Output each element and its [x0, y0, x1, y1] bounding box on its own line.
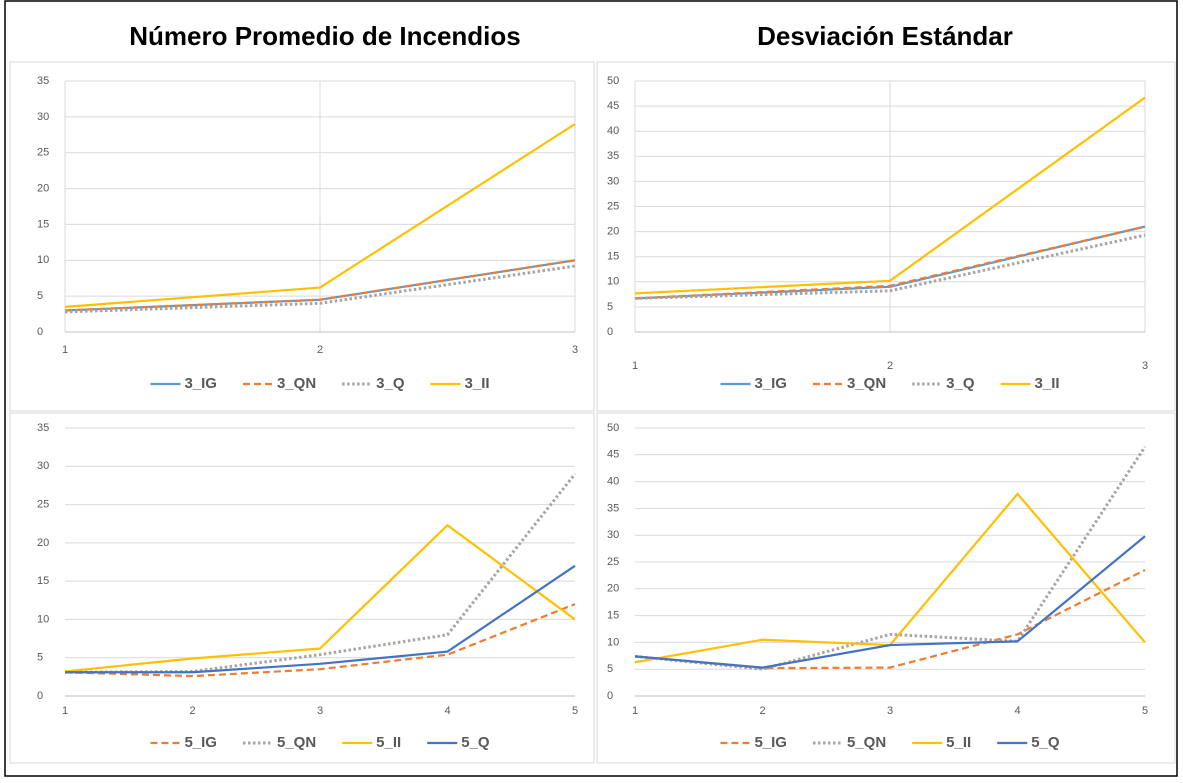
x-tick-label: 2	[189, 705, 195, 717]
y-tick-label: 35	[607, 502, 619, 514]
y-tick-label: 40	[607, 125, 619, 137]
series-line	[634, 569, 1146, 670]
x-tick-label: 4	[1014, 705, 1020, 717]
series-line	[64, 123, 576, 308]
x-tick-label: 3	[572, 344, 578, 356]
y-tick-label: 25	[37, 498, 49, 510]
series-line	[634, 96, 1146, 295]
y-tick-label: 35	[37, 75, 49, 87]
series-line	[64, 259, 576, 312]
panel	[596, 412, 1176, 764]
y-tick-label: 20	[37, 537, 49, 549]
y-tick-label: 50	[607, 422, 619, 434]
y-tick-label: 25	[37, 147, 49, 159]
y-tick-label: 15	[37, 575, 49, 587]
y-tick-label: 25	[607, 556, 619, 568]
y-tick-label: 35	[37, 422, 49, 434]
y-tick-label: 10	[607, 276, 619, 288]
y-tick-label: 30	[37, 111, 49, 123]
y-tick-label: 30	[607, 175, 619, 187]
y-tick-label: 40	[607, 476, 619, 488]
legend-label: 3_QN	[277, 375, 316, 392]
legend-label: 5_II	[946, 734, 971, 751]
panel	[9, 61, 595, 412]
y-tick-label: 20	[37, 182, 49, 194]
y-tick-label: 0	[37, 326, 43, 338]
legend-label: 5_Q	[461, 734, 490, 751]
y-tick-label: 0	[37, 690, 43, 702]
y-tick-label: 5	[607, 301, 613, 313]
y-tick-label: 10	[37, 254, 49, 266]
column-title: Número Promedio de Incendios	[129, 21, 521, 51]
legend-label: 3_Q	[376, 375, 405, 392]
panel	[596, 61, 1176, 412]
x-tick-label: 1	[632, 360, 638, 372]
y-tick-label: 5	[37, 290, 43, 302]
legend-label: 5_Q	[1031, 734, 1060, 751]
panel	[9, 412, 595, 764]
y-tick-label: 10	[37, 613, 49, 625]
x-tick-label: 1	[62, 344, 68, 356]
series-line	[634, 233, 1146, 300]
y-tick-label: 20	[607, 583, 619, 595]
legend-label: 5_QN	[277, 734, 316, 751]
column-title: Desviación Estándar	[757, 21, 1013, 51]
y-tick-label: 35	[607, 150, 619, 162]
y-tick-label: 25	[607, 200, 619, 212]
legend-label: 3_QN	[847, 375, 886, 392]
series-line	[64, 264, 576, 314]
x-tick-label: 2	[317, 344, 323, 356]
x-tick-label: 3	[1142, 360, 1148, 372]
y-tick-label: 5	[37, 652, 43, 664]
y-tick-label: 45	[607, 100, 619, 112]
x-tick-label: 4	[444, 705, 450, 717]
x-tick-label: 1	[632, 705, 638, 717]
y-tick-label: 45	[607, 449, 619, 461]
series-line	[64, 603, 576, 678]
x-tick-label: 2	[759, 705, 765, 717]
legend-label: 5_IG	[184, 734, 217, 751]
x-tick-label: 1	[62, 705, 68, 717]
y-tick-label: 15	[37, 218, 49, 230]
legend-label: 5_II	[376, 734, 401, 751]
y-tick-label: 50	[607, 75, 619, 87]
y-tick-label: 15	[607, 610, 619, 622]
legend-label: 3_II	[465, 375, 490, 392]
series-line	[65, 564, 576, 674]
x-tick-label: 5	[1142, 705, 1148, 717]
series-line	[634, 535, 1146, 669]
y-tick-label: 20	[607, 226, 619, 238]
legend-label: 5_QN	[847, 734, 886, 751]
series-line	[634, 225, 1146, 300]
y-tick-label: 15	[607, 251, 619, 263]
legend-label: 3_IG	[754, 375, 787, 392]
x-tick-label: 3	[887, 705, 893, 717]
y-tick-label: 30	[607, 529, 619, 541]
y-tick-label: 30	[37, 460, 49, 472]
y-tick-label: 0	[607, 326, 613, 338]
frame	[4, 0, 1178, 777]
series-line	[64, 523, 576, 673]
x-tick-label: 2	[887, 360, 893, 372]
legend-label: 3_IG	[184, 375, 217, 392]
legend-label: 3_Q	[946, 375, 975, 392]
y-tick-label: 5	[607, 663, 613, 675]
legend-label: 3_II	[1035, 375, 1060, 392]
legend-label: 5_IG	[754, 734, 787, 751]
x-tick-label: 3	[317, 705, 323, 717]
x-tick-label: 5	[572, 705, 578, 717]
y-tick-label: 0	[607, 690, 613, 702]
y-tick-label: 10	[607, 636, 619, 648]
